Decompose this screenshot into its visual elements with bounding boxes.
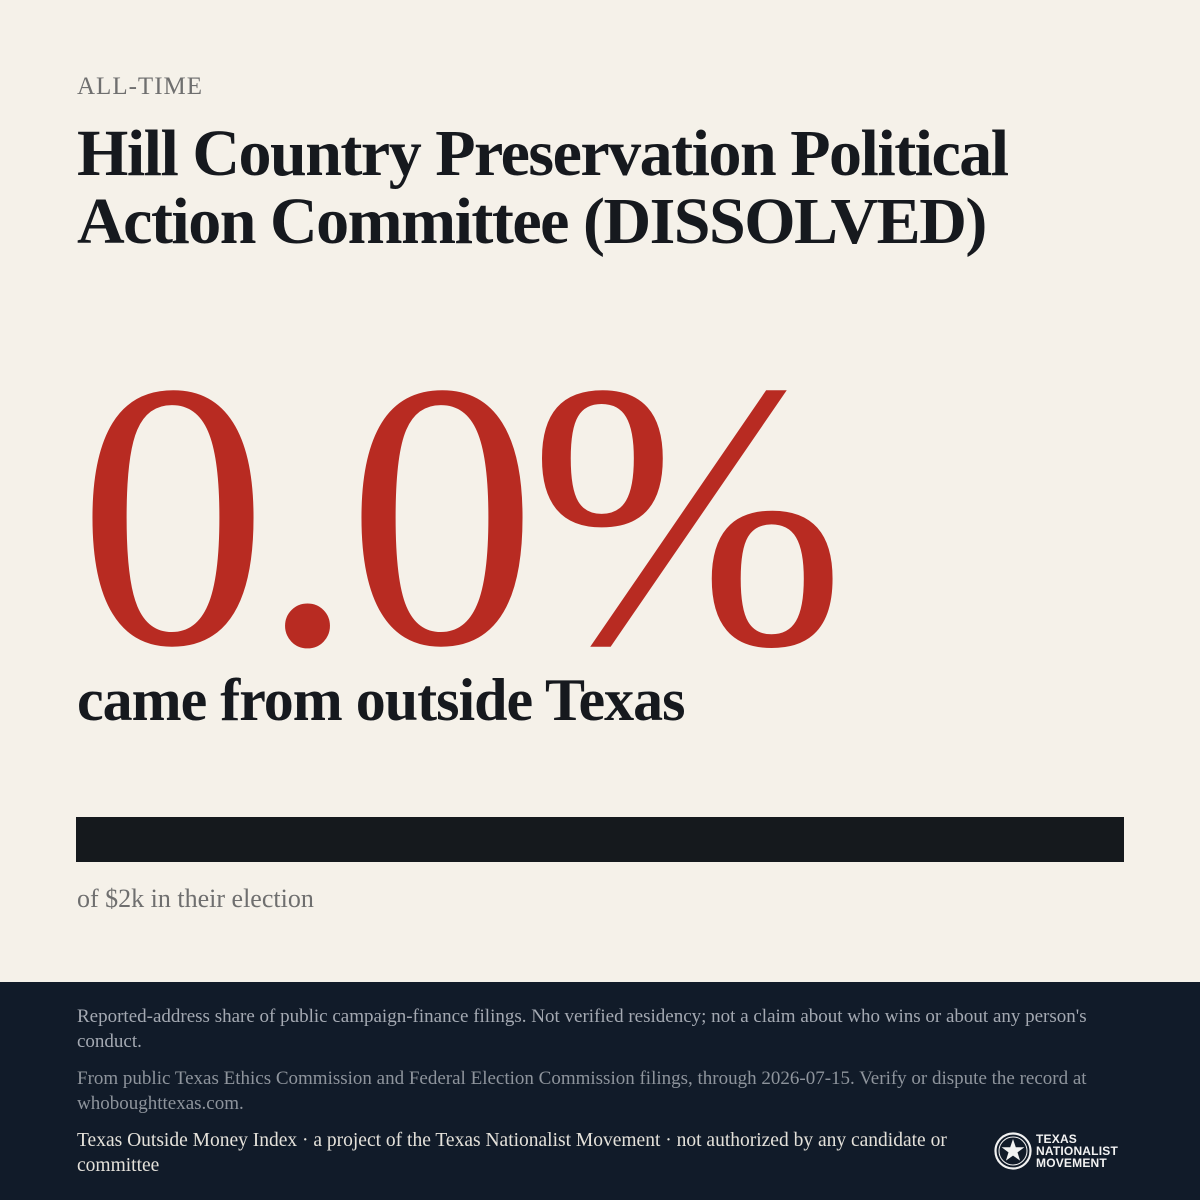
brand-line-2: NATIONALIST xyxy=(1036,1144,1118,1158)
credit-text: Texas Outside Money Index · a project of… xyxy=(77,1130,947,1176)
brand-wordmark: TEXAS NATIONALIST MOVEMENT xyxy=(1036,1133,1118,1169)
brand-logo: TEXAS NATIONALIST MOVEMENT xyxy=(993,1131,1143,1173)
total-amount-note: of $2k in their election xyxy=(77,884,314,913)
star-seal-icon xyxy=(994,1132,1032,1170)
footer: Reported-address share of public campaig… xyxy=(0,982,1200,1200)
disclaimer-text: Reported-address share of public campaig… xyxy=(77,1006,1087,1052)
brand-line-3: MOVEMENT xyxy=(1036,1156,1107,1170)
outside-share-label: came from outside Texas xyxy=(77,667,686,733)
main-panel: ALL-TIME Hill Country Preservation Polit… xyxy=(76,73,1124,913)
source-text: From public Texas Ethics Commission and … xyxy=(77,1068,1087,1114)
brand-line-1: TEXAS xyxy=(1036,1132,1078,1146)
committee-title: Hill Country Preservation Political Acti… xyxy=(77,117,1009,258)
share-bar-track xyxy=(76,817,1124,862)
outside-share-value: 0.0% xyxy=(78,305,846,726)
time-range-label: ALL-TIME xyxy=(77,73,204,100)
